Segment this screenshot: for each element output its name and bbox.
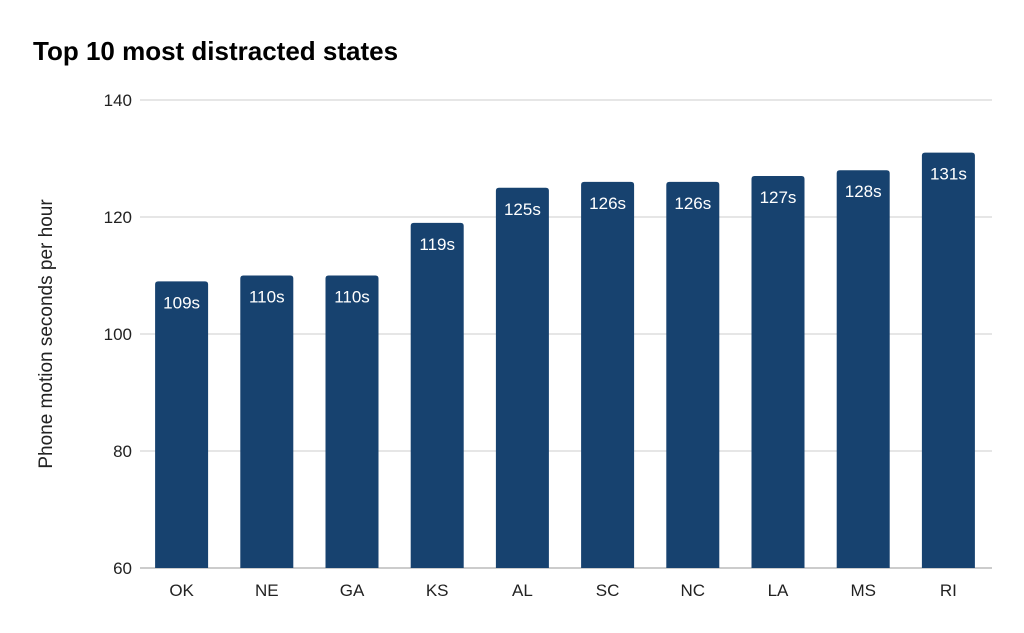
y-tick-label: 120 [104,208,132,227]
y-tick-label: 100 [104,325,132,344]
bar-ok [155,281,209,568]
data-label: 126s [589,194,626,213]
x-tick-label: SC [596,581,620,600]
x-tick-label: RI [940,581,957,600]
data-label: 128s [845,182,882,201]
x-tick-label: LA [768,581,789,600]
data-label: 119s [419,235,455,254]
y-tick-label: 140 [104,91,132,110]
bar-sc [581,181,635,568]
x-tick-label: KS [426,581,449,600]
chart-title: Top 10 most distracted states [33,36,398,66]
data-label: 110s [334,288,370,307]
bar-ms [836,170,890,568]
data-label: 127s [760,188,797,207]
data-label: 126s [674,194,711,213]
y-tick-label: 60 [113,559,132,578]
x-tick-label: AL [512,581,533,600]
y-tick-label: 80 [113,442,132,461]
data-label: 109s [163,293,200,312]
data-label: 110s [249,288,285,307]
bar-ks [410,222,464,568]
bar-ga [325,275,379,568]
data-label: 131s [930,165,967,184]
bar-la [751,176,805,569]
y-axis-label: Phone motion seconds per hour [36,199,57,469]
x-tick-label: GA [340,581,365,600]
x-tick-label: NE [255,581,279,600]
x-tick-label: NC [681,581,706,600]
x-tick-label: OK [169,581,194,600]
bar-nc [666,181,720,568]
bar-ne [240,275,294,568]
data-label: 125s [504,200,541,219]
bar-al [495,187,549,568]
x-tick-label: MS [850,581,876,600]
bar-ri [921,152,975,568]
